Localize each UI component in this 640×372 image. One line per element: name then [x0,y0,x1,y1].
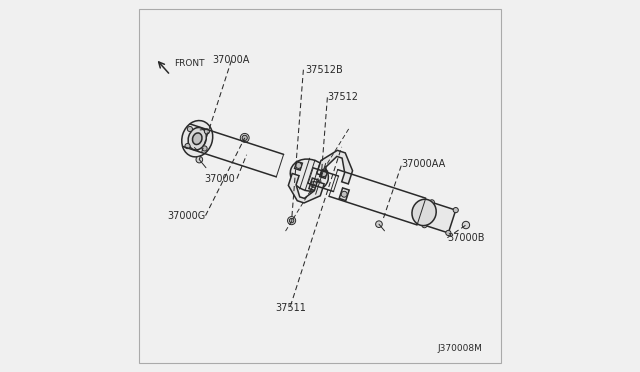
Text: J370008M: J370008M [438,344,483,353]
Ellipse shape [193,133,202,145]
Circle shape [422,222,427,228]
Circle shape [296,163,301,169]
Circle shape [204,129,209,134]
Polygon shape [294,161,302,170]
Text: 37512B: 37512B [305,65,343,75]
Polygon shape [289,173,324,203]
Ellipse shape [412,199,436,225]
Circle shape [341,191,347,197]
Ellipse shape [182,121,212,157]
Circle shape [453,208,458,213]
Text: 37511: 37511 [275,303,306,313]
Circle shape [202,146,207,151]
Circle shape [462,221,470,229]
Circle shape [311,182,317,187]
Text: 37000B: 37000B [447,233,485,243]
Text: 37000G: 37000G [167,211,205,221]
Polygon shape [320,170,328,178]
Text: 37000: 37000 [204,174,235,184]
Polygon shape [309,178,319,191]
Text: FRONT: FRONT [174,59,205,68]
Circle shape [196,156,203,163]
Polygon shape [424,202,456,233]
Circle shape [287,217,296,225]
Circle shape [321,171,326,177]
Polygon shape [339,188,349,201]
Circle shape [289,218,294,223]
Circle shape [445,230,451,235]
Circle shape [188,126,193,132]
Text: 37000AA: 37000AA [401,159,445,169]
Ellipse shape [188,128,206,150]
Text: 37000A: 37000A [212,55,250,65]
Ellipse shape [291,159,328,191]
Circle shape [429,200,435,205]
Circle shape [240,134,249,142]
Circle shape [185,144,190,149]
Circle shape [376,221,382,228]
Circle shape [242,135,247,141]
Polygon shape [317,150,353,184]
Text: 37512: 37512 [328,92,358,102]
